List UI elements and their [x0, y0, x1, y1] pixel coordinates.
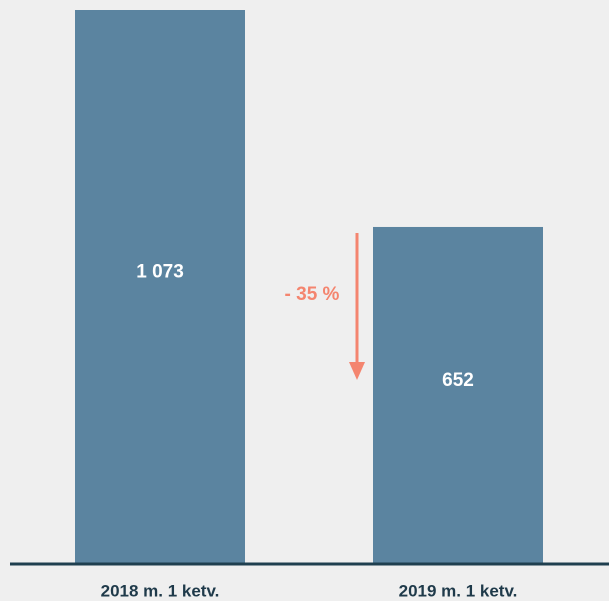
bar [373, 226, 543, 563]
bar [75, 10, 245, 563]
value-label: 652 [442, 370, 474, 391]
value-label: 1 073 [136, 262, 184, 283]
x-tick-label: 2018 m. 1 ketv. [101, 581, 220, 600]
x-tick-label: 2019 m. 1 ketv. [399, 581, 518, 600]
arrow-head [349, 362, 365, 380]
annotation: - 35 % [285, 284, 340, 305]
